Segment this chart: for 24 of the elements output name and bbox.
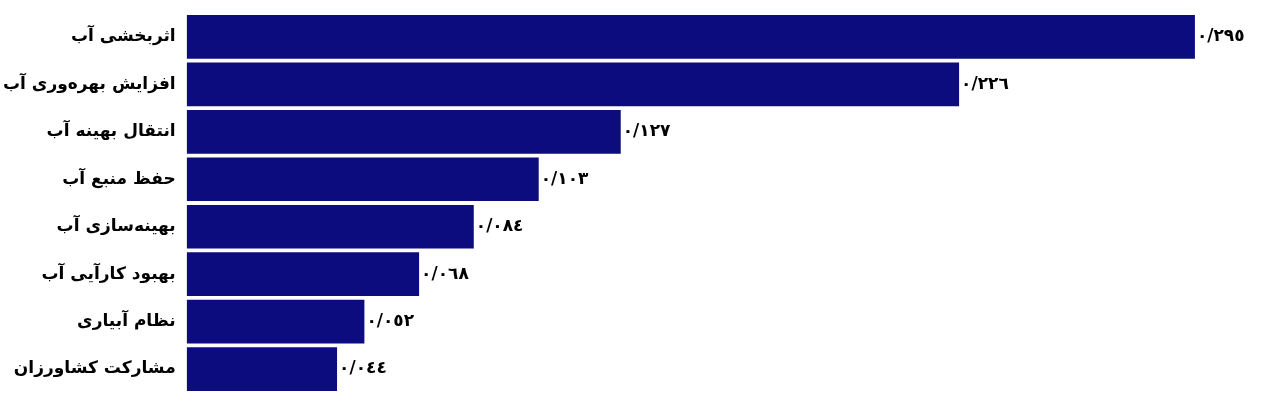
- y-tick-label: بهینه‌سازی آب: [56, 214, 176, 237]
- data-label: ٠/٠٨٤: [475, 215, 524, 236]
- y-tick-label: انتقال بهینه آب: [46, 119, 176, 142]
- y-tick-label: افزایش بهره‌وری آب: [2, 71, 176, 94]
- bar: [186, 299, 365, 344]
- y-tick-label: بهبود کارآیی آب: [41, 261, 176, 284]
- bar: [186, 204, 474, 249]
- y-tick-label: مشارکت کشاورزان: [13, 357, 176, 379]
- data-label: ٠/٠٤٤: [339, 357, 387, 378]
- bar: [186, 110, 621, 154]
- data-label: ٠/٠٦٨: [421, 262, 470, 283]
- bar: [186, 252, 420, 296]
- data-label: ٠/٢٩٥: [1196, 25, 1245, 46]
- y-tick-label: حفظ منبع آب: [62, 166, 176, 189]
- data-label: ٠/١٢٧: [622, 120, 672, 141]
- y-tick-label: نظام آبیاری: [77, 309, 176, 331]
- data-label: ٠/١٠٣: [540, 167, 590, 188]
- data-label: ٠/٠٥٢: [366, 310, 415, 331]
- bar: [186, 62, 960, 107]
- y-tick-label: اثربخشی آب: [70, 24, 176, 47]
- bar: [186, 347, 338, 391]
- bar: [186, 157, 539, 202]
- data-label: ٠/٢٢٦: [961, 72, 1009, 93]
- bar: [186, 15, 1195, 59]
